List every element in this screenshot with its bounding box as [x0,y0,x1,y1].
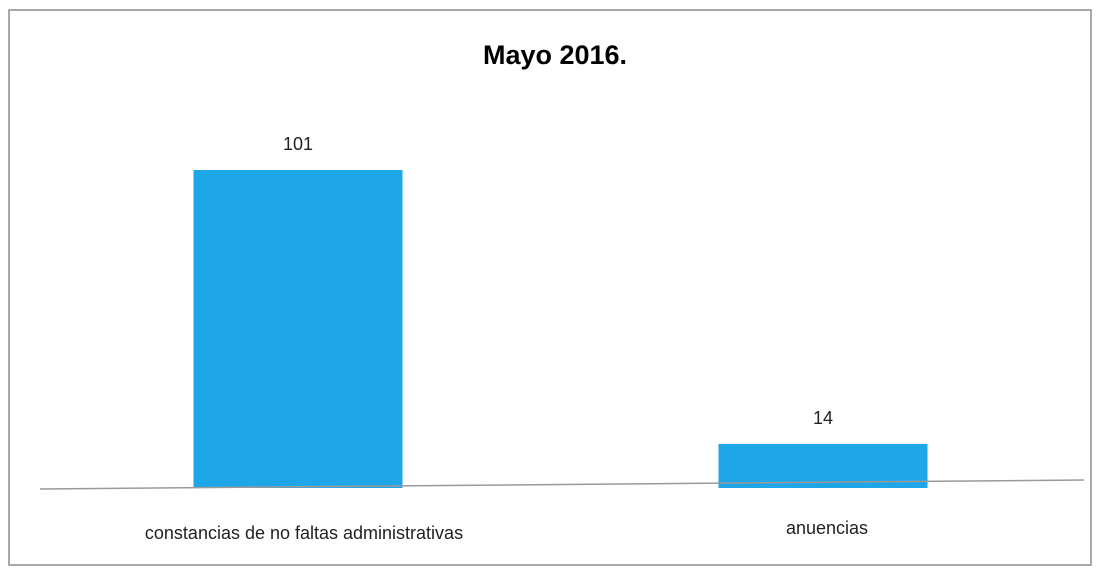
data-label-1: 101 [283,134,313,154]
data-label-2: 14 [813,408,833,428]
bars-layer [193,170,928,488]
chart-title: Mayo 2016. [483,40,627,70]
bar-2 [718,443,928,488]
category-label-2: anuencias [786,518,868,538]
category-label-1: constancias de no faltas administrativas [145,523,463,543]
x-axis-line [39,479,1085,490]
bar-1 [193,170,403,488]
